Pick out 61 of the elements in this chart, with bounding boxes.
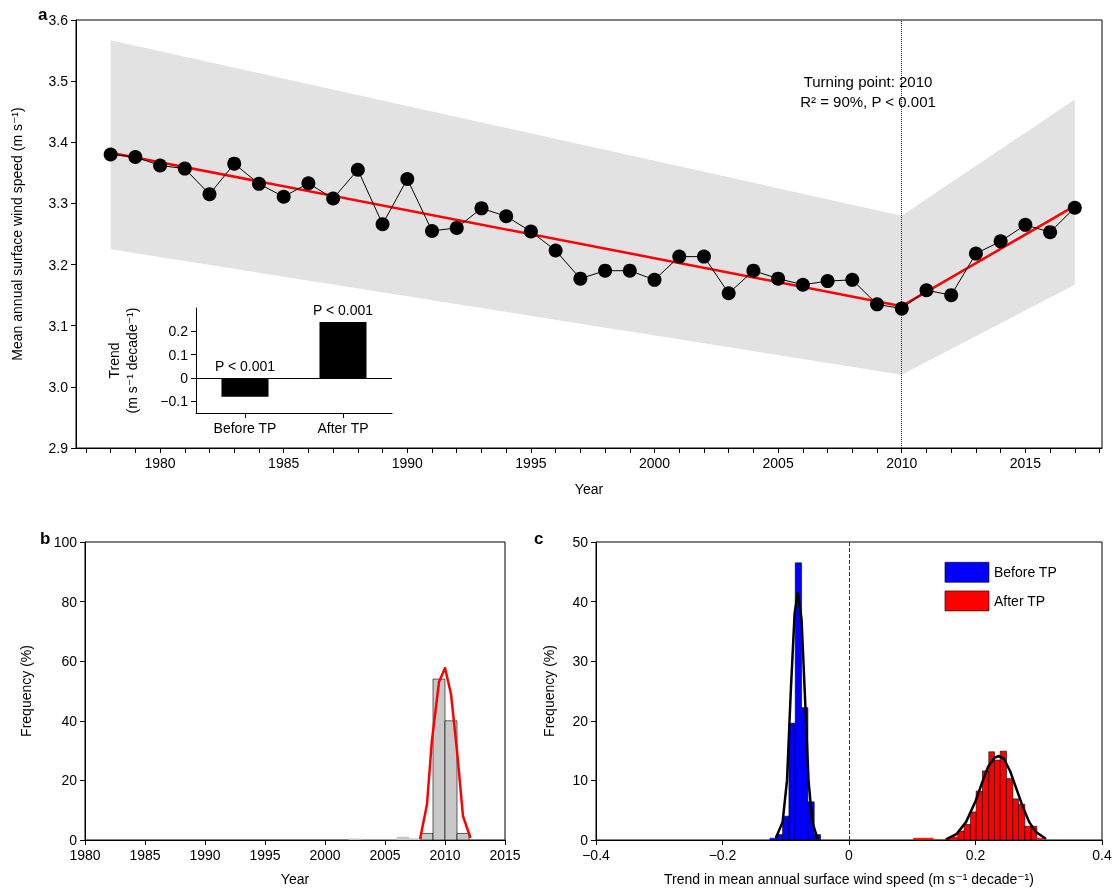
y-tick-label: 10 (572, 772, 589, 789)
y-tick-label: 40 (572, 593, 589, 610)
legend-label: Before TP (993, 564, 1057, 581)
y-tick-label: 50 (572, 534, 589, 550)
x-axis-title: Trend in mean annual surface wind speed (m s⁻¹ decade⁻¹) (664, 871, 1034, 887)
data-label: P < 0.001 (312, 302, 374, 318)
y-tick-label: 3.4 (48, 134, 69, 151)
y-tick-label: 3.6 (48, 12, 69, 28)
y-tick-label: 0 (180, 370, 189, 386)
x-tick-label: 2000 (309, 847, 341, 863)
x-tick-label: 1985 (268, 455, 300, 471)
x-tick-label: 2005 (762, 455, 794, 471)
y-tick-label: 0.2 (168, 323, 189, 340)
y-tick-label: 0.1 (168, 346, 189, 363)
x-tick-label: 1985 (129, 847, 161, 863)
y-axis-title: Frequency (%) (18, 645, 34, 737)
x-tick-label: 1995 (249, 847, 281, 863)
y-tick-label: 30 (572, 653, 589, 670)
y-axis-title: Frequency (%) (541, 645, 557, 737)
legend-label: After TP (993, 592, 1046, 609)
x-tick-label: 1980 (144, 455, 176, 471)
x-tick-label: 1990 (391, 455, 424, 471)
x-tick-label: 2015 (489, 847, 521, 863)
x-tick-label: 1990 (189, 847, 221, 863)
x-tick-label: 0.2 (965, 847, 986, 863)
x-tick-label: 2000 (638, 455, 671, 471)
x-tick-label: 2010 (886, 455, 918, 471)
x-tick-label: 1980 (69, 847, 101, 863)
chart-title: b (40, 529, 51, 548)
x-tick-label: −0.2 (708, 847, 737, 863)
annotation: R² = 90%, P < 0.001 (800, 93, 936, 110)
y-tick-label: 3.0 (48, 378, 69, 395)
y-axis-title: Mean annual surface wind speed (m s⁻¹) (9, 107, 25, 361)
y-tick-label: 0 (580, 832, 589, 848)
y-tick-label: 60 (61, 653, 78, 670)
x-tick-label: 2015 (1009, 455, 1042, 471)
y-tick-label: 3.3 (48, 195, 69, 212)
chart-title: c (534, 529, 544, 548)
y-tick-label: −0.1 (160, 393, 189, 410)
y-tick-label: 3.5 (48, 73, 69, 90)
y-tick-label: 3.1 (48, 317, 69, 334)
x-tick-label: 0 (845, 847, 854, 863)
y-tick-label: 0 (69, 832, 78, 848)
y-tick-label: 2.9 (48, 440, 69, 456)
y-tick-label: 20 (61, 772, 78, 789)
data-label: P < 0.001 (214, 358, 276, 374)
x-tick-label: 2005 (369, 847, 401, 863)
x-axis-title: Year (280, 871, 310, 887)
x-tick-label: 0.4 (1092, 847, 1112, 863)
chart-title: a (38, 5, 48, 24)
y-tick-label: 20 (572, 712, 589, 729)
y-tick-label: 100 (53, 534, 78, 550)
x-tick-label: −0.4 (582, 847, 611, 863)
x-axis-title: Year (574, 481, 604, 497)
annotation: Turning point: 2010 (803, 73, 933, 90)
y-tick-label: 3.2 (48, 256, 69, 273)
x-tick-label: 1995 (515, 455, 547, 471)
y-tick-label: 80 (61, 593, 78, 610)
y-axis-title: Trend (m s⁻¹ decade⁻¹) (106, 307, 140, 414)
x-tick-label: 2010 (429, 847, 461, 863)
y-tick-label: 40 (61, 712, 78, 729)
